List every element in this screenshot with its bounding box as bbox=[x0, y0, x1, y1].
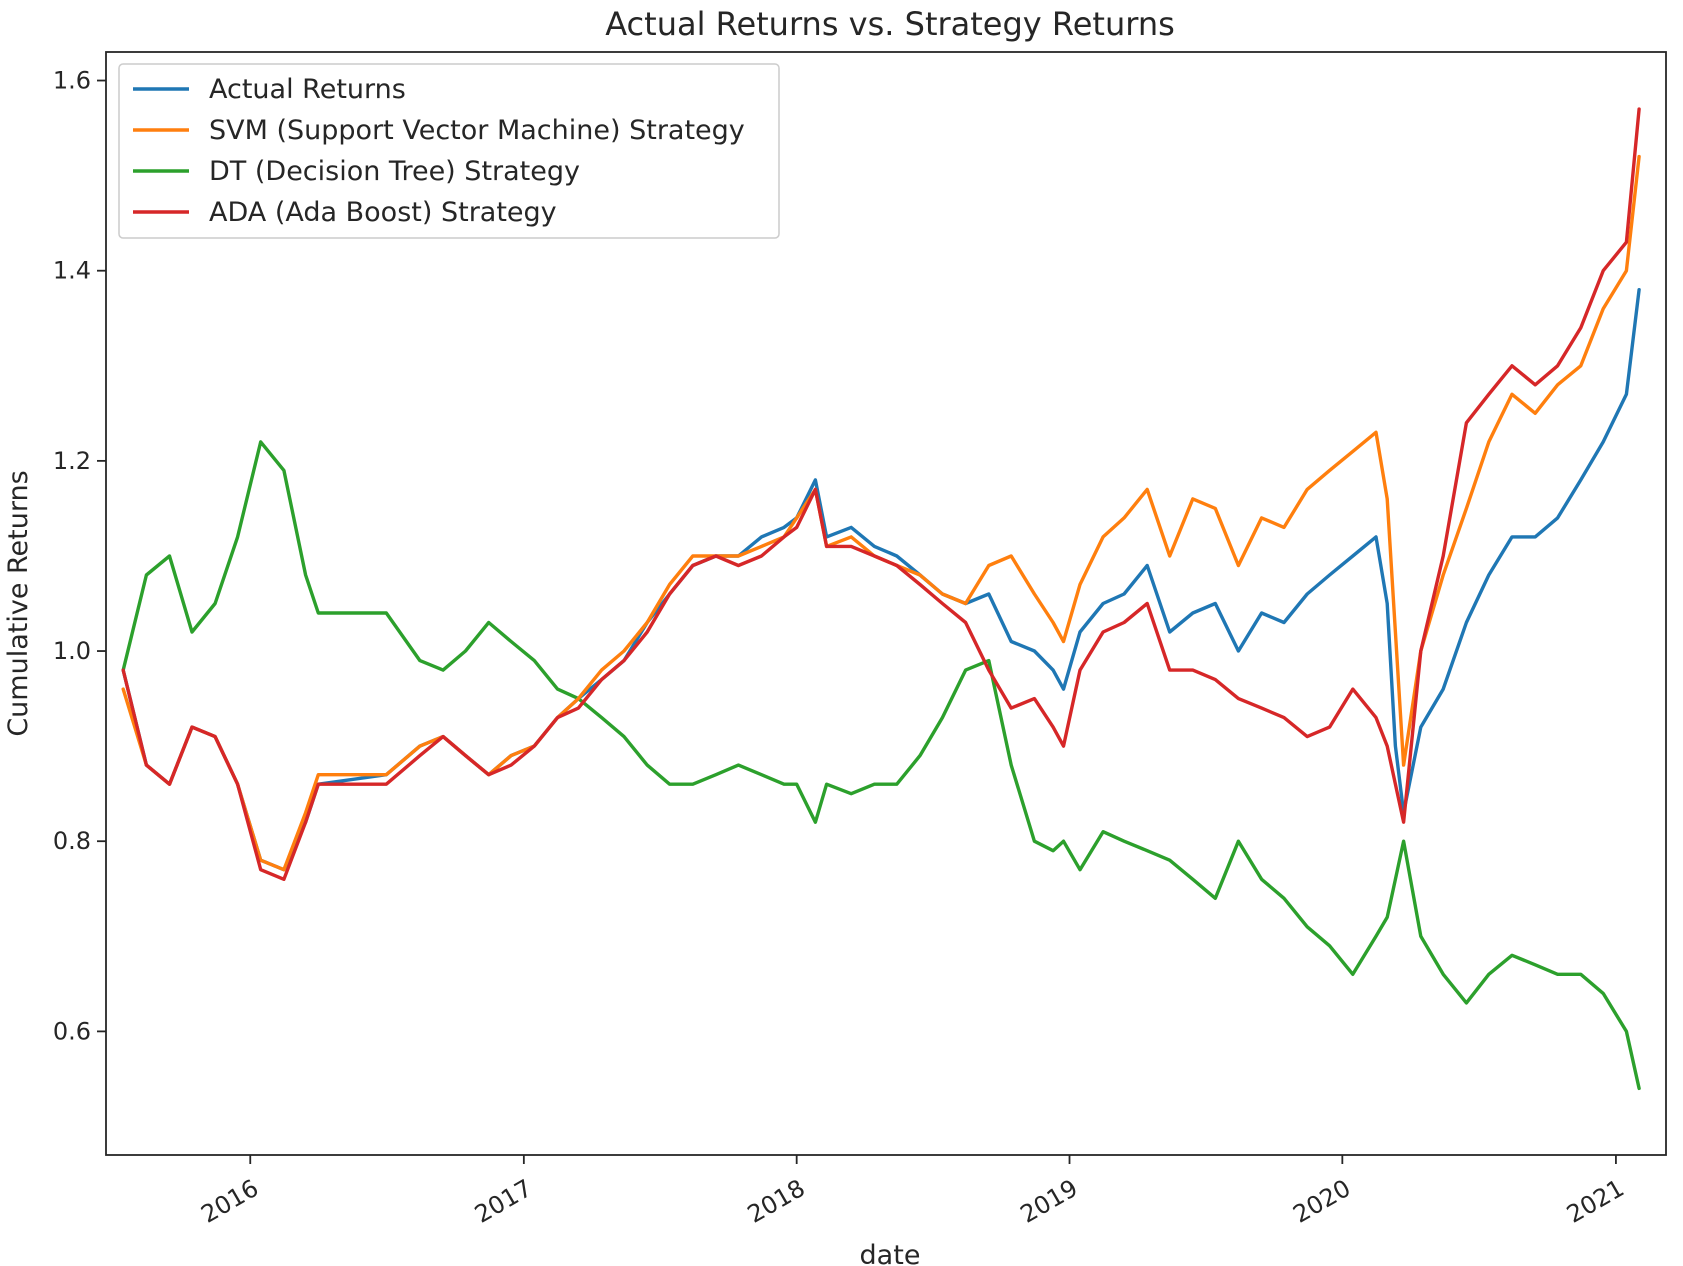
legend-label-actual-returns: Actual Returns bbox=[209, 74, 406, 105]
y-axis: 0.6 0.8 1.0 1.2 1.4 1.6 bbox=[53, 67, 106, 1045]
y-tick-label: 1.0 bbox=[53, 637, 91, 665]
series-line-svm-support-vector-machine-strategy bbox=[121, 154, 1641, 872]
x-axis-label: date bbox=[860, 1240, 921, 1266]
legend-label-dt-decision-tree-strategy: DT (Decision Tree) Strategy bbox=[209, 156, 580, 187]
y-tick-label: 0.6 bbox=[53, 1017, 91, 1045]
legend-label-svm-support-vector-machine-strategy: SVM (Support Vector Machine) Strategy bbox=[209, 115, 745, 146]
series-line-dt-decision-tree-strategy bbox=[121, 440, 1641, 1091]
chart-title: Actual Returns vs. Strategy Returns bbox=[605, 5, 1175, 43]
plot-frame bbox=[105, 51, 1667, 1156]
legend-label-ada-ada-boost-strategy: ADA (Ada Boost) Strategy bbox=[209, 197, 557, 228]
legend: Actual Returns SVM (Support Vector Machin… bbox=[118, 63, 780, 239]
y-tick-label: 1.2 bbox=[53, 447, 91, 475]
legend-box bbox=[118, 63, 780, 239]
series-line-ada-ada-boost-strategy bbox=[121, 107, 1641, 881]
y-axis-label: Cumulative Returns bbox=[3, 470, 34, 736]
y-tick-label: 0.8 bbox=[53, 827, 91, 855]
series-layer bbox=[121, 107, 1641, 1091]
y-tick-label: 1.4 bbox=[53, 257, 91, 285]
y-tick-label: 1.6 bbox=[53, 67, 91, 95]
